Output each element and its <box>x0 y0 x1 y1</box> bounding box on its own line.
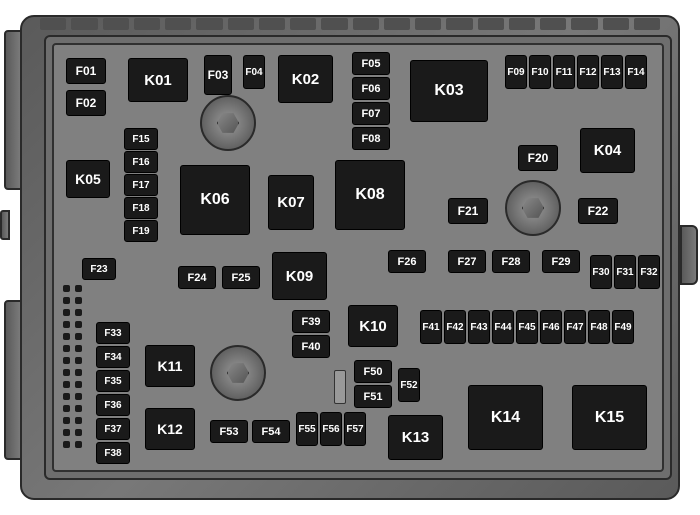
fuse-F10: F10 <box>529 55 551 89</box>
fuse-F34: F34 <box>96 346 130 368</box>
fuse-F06: F06 <box>352 77 390 100</box>
relay-K12: K12 <box>145 408 195 450</box>
fuse-F25: F25 <box>222 266 260 289</box>
fuse-F19: F19 <box>124 220 158 242</box>
fuse-F21: F21 <box>448 198 488 224</box>
relay-K15: K15 <box>572 385 647 450</box>
fuse-F20: F20 <box>518 145 558 171</box>
fuse-F42: F42 <box>444 310 466 344</box>
fuse-F52: F52 <box>398 368 420 402</box>
mounting-bolt-bottom <box>210 345 266 401</box>
fuse-F40: F40 <box>292 335 330 358</box>
fuse-F04: F04 <box>243 55 265 89</box>
top-ridges <box>40 18 660 30</box>
relay-K02: K02 <box>278 55 333 103</box>
relay-K14: K14 <box>468 385 543 450</box>
fuse-F26: F26 <box>388 250 426 273</box>
fuse-F33: F33 <box>96 322 130 344</box>
fuse-F27: F27 <box>448 250 486 273</box>
fuse-F09: F09 <box>505 55 527 89</box>
fuse-F01: F01 <box>66 58 106 84</box>
fuse-F46: F46 <box>540 310 562 344</box>
fuse-F23: F23 <box>82 258 116 280</box>
relay-K05: K05 <box>66 160 110 198</box>
fuse-F14: F14 <box>625 55 647 89</box>
fuse-F03: F03 <box>204 55 232 95</box>
relay-K03: K03 <box>410 60 488 122</box>
relay-K11: K11 <box>145 345 195 387</box>
fuse-F17: F17 <box>124 174 158 196</box>
fuse-F30: F30 <box>590 255 612 289</box>
fuse-F11: F11 <box>553 55 575 89</box>
mounting-bolt-right <box>505 180 561 236</box>
fuse-F29: F29 <box>542 250 580 273</box>
pin-grid-left <box>63 285 82 448</box>
fuse-F54: F54 <box>252 420 290 443</box>
fuse-F22: F22 <box>578 198 618 224</box>
relay-K06: K06 <box>180 165 250 235</box>
fuse-F41: F41 <box>420 310 442 344</box>
fuse-F43: F43 <box>468 310 490 344</box>
fuse-F51: F51 <box>354 385 392 408</box>
fuse-F07: F07 <box>352 102 390 125</box>
fuse-F39: F39 <box>292 310 330 333</box>
fuse-F12: F12 <box>577 55 599 89</box>
relay-K08: K08 <box>335 160 405 230</box>
fuse-F28: F28 <box>492 250 530 273</box>
fuse-F16: F16 <box>124 151 158 173</box>
fuse-F18: F18 <box>124 197 158 219</box>
relay-K09: K09 <box>272 252 327 300</box>
fuse-F08: F08 <box>352 127 390 150</box>
relay-K10: K10 <box>348 305 398 347</box>
fuse-F35: F35 <box>96 370 130 392</box>
fuse-F38: F38 <box>96 442 130 464</box>
fuse-F36: F36 <box>96 394 130 416</box>
fuse-F45: F45 <box>516 310 538 344</box>
fuse-F13: F13 <box>601 55 623 89</box>
relay-K01: K01 <box>128 58 188 102</box>
slot-detail <box>334 370 346 404</box>
left-nub <box>0 210 10 240</box>
right-latch <box>680 225 698 285</box>
fuse-F55: F55 <box>296 412 318 446</box>
relay-K07: K07 <box>268 175 314 230</box>
fuse-F15: F15 <box>124 128 158 150</box>
fuse-F32: F32 <box>638 255 660 289</box>
fuse-F49: F49 <box>612 310 634 344</box>
fuse-F57: F57 <box>344 412 366 446</box>
fuse-F37: F37 <box>96 418 130 440</box>
fuse-F31: F31 <box>614 255 636 289</box>
fuse-F05: F05 <box>352 52 390 75</box>
relay-K13: K13 <box>388 415 443 460</box>
fuse-F50: F50 <box>354 360 392 383</box>
fuse-F56: F56 <box>320 412 342 446</box>
fuse-F47: F47 <box>564 310 586 344</box>
relay-K04: K04 <box>580 128 635 173</box>
fuse-F48: F48 <box>588 310 610 344</box>
mounting-bolt-top <box>200 95 256 151</box>
fuse-F44: F44 <box>492 310 514 344</box>
fuse-F02: F02 <box>66 90 106 116</box>
fuse-F53: F53 <box>210 420 248 443</box>
fuse-F24: F24 <box>178 266 216 289</box>
